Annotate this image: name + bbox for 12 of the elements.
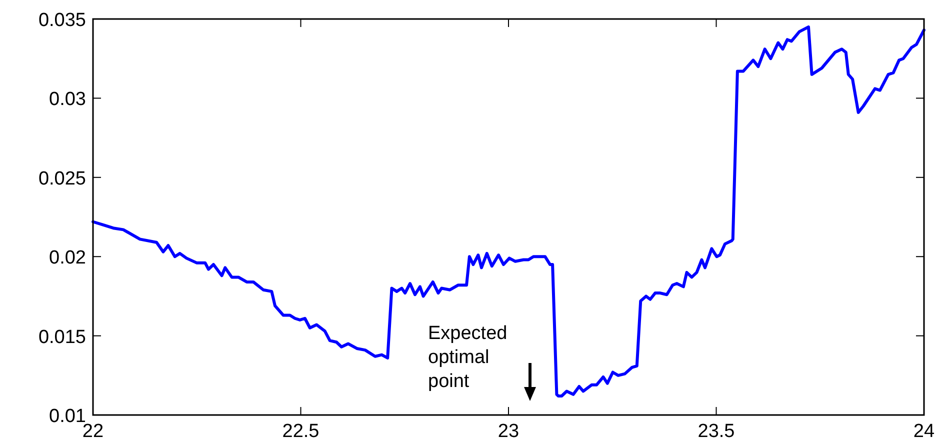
y-tick-label: 0.015: [38, 326, 86, 348]
annotation: Expected optimal point: [428, 323, 508, 392]
x-tick-label: 22: [82, 421, 104, 442]
y-tick-label: 0.02: [49, 248, 86, 269]
x-tick-label: 22.5: [282, 421, 320, 442]
y-tick-label: 0.025: [38, 168, 86, 190]
line-series: [92, 25, 926, 398]
y-tick-label: 0.035: [38, 10, 86, 31]
x-tick-label: 24: [913, 421, 935, 442]
x-tick-label: 23.5: [698, 421, 735, 442]
x-tick-label: 23: [498, 421, 520, 442]
y-tick-label: 0.03: [49, 89, 86, 110]
